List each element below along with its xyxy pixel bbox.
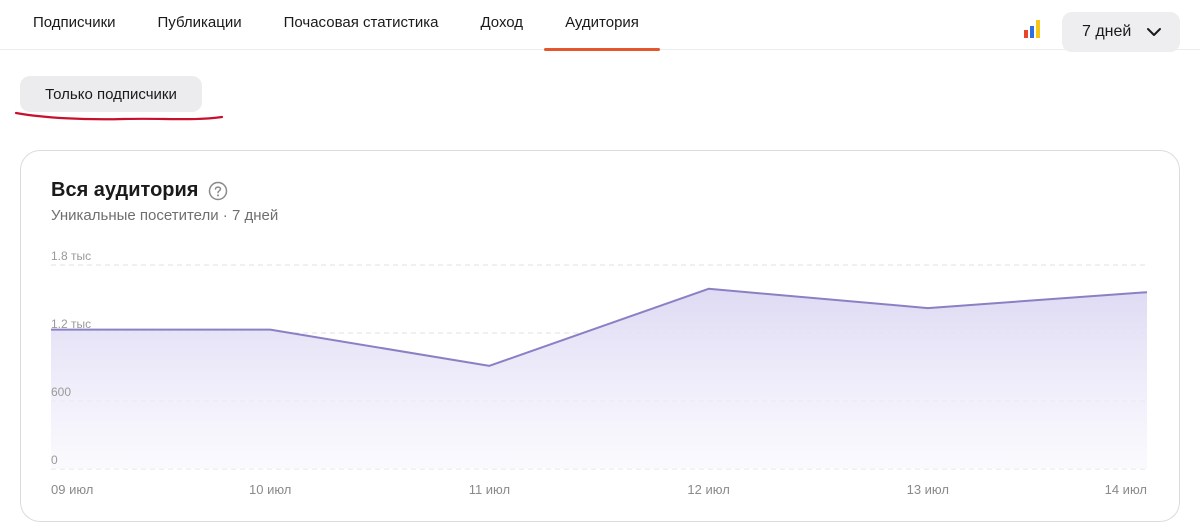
period-select[interactable]: 7 дней: [1062, 12, 1180, 52]
audience-area-chart: 0 600 1.2 тыс 1.8 тыс 09 июл 10 июл 11 июл 12 …: [51, 249, 1148, 497]
x-tick-label: 12 июл: [687, 482, 729, 497]
card-subtitle: Уникальные посетители · 7 дней: [51, 207, 279, 224]
series-line: [51, 287, 1148, 367]
tab-subscribers[interactable]: Подписчики: [33, 14, 116, 31]
tab-hourly-stats[interactable]: Почасовая статистика: [283, 14, 439, 31]
chevron-down-icon: [1147, 28, 1161, 36]
y-tick-label: 1.2 тыс: [51, 317, 91, 331]
tab-audience[interactable]: Аудитория: [544, 0, 660, 51]
subscribers-only-filter[interactable]: Только подписчики: [20, 76, 202, 112]
period-select-label: 7 дней: [1082, 23, 1132, 40]
tab-bar: Подписчики Публикации Почасовая статисти…: [12, 0, 660, 51]
chart-type-button[interactable]: [1020, 16, 1046, 42]
y-tick-label: 1.8 тыс: [51, 249, 91, 263]
card-title: Вся аудитория: [51, 179, 199, 201]
tab-publications[interactable]: Публикации: [157, 14, 242, 31]
y-tick-label: 0: [51, 453, 58, 467]
x-tick-label: 13 июл: [907, 482, 949, 497]
filter-label: Только подписчики: [45, 85, 177, 103]
help-icon[interactable]: [208, 181, 228, 201]
x-tick-label: 10 июл: [249, 482, 291, 497]
x-tick-label: 11 июл: [469, 482, 510, 497]
y-tick-label: 600: [51, 385, 71, 399]
audience-card: Вся аудитория Уникальные посетители · 7 …: [20, 150, 1180, 522]
bar-chart-icon: [1024, 20, 1040, 38]
top-bar: Подписчики Публикации Почасовая статисти…: [0, 0, 1200, 52]
x-tick-label: 14 июл: [1105, 482, 1147, 497]
x-tick-label: 09 июл: [51, 482, 93, 497]
area-fill: [51, 288, 1147, 469]
card-title-row: Вся аудитория: [51, 179, 228, 202]
red-underline-annotation: [14, 111, 224, 121]
tab-income[interactable]: Доход: [480, 14, 524, 31]
